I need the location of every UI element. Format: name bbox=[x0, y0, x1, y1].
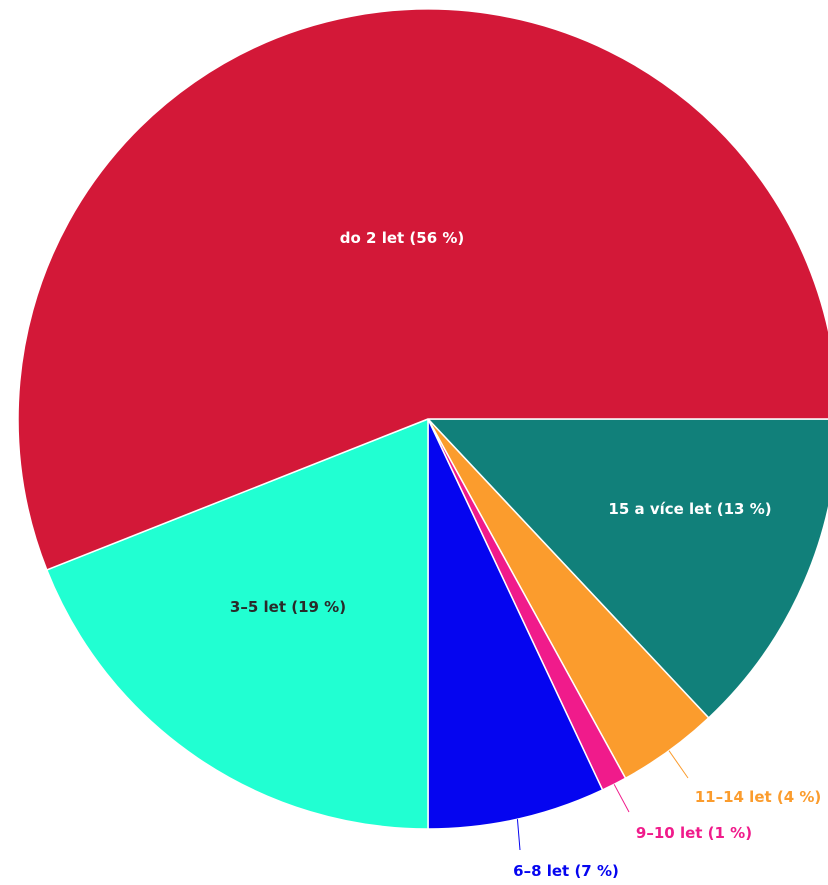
leader-line bbox=[668, 750, 689, 779]
pie-slice-label: 15 a více let (13 %) bbox=[608, 500, 771, 518]
pie-labels: 15 a více let (13 %) 11–14 let (4 %) 9–10 … bbox=[230, 229, 821, 880]
pie-slice-label: 9–10 let (1 %) bbox=[636, 824, 752, 842]
pie-slice-label: 11–14 let (4 %) bbox=[695, 788, 822, 806]
pie-leader-lines bbox=[516, 750, 689, 851]
pie-slice-label: do 2 let (56 %) bbox=[340, 229, 464, 247]
pie-slice bbox=[17, 8, 828, 571]
pie-slice bbox=[427, 418, 604, 830]
pie-slice-label: 3–5 let (19 %) bbox=[230, 598, 346, 616]
pie-slice bbox=[426, 418, 828, 719]
leader-line bbox=[516, 819, 521, 851]
leader-line bbox=[613, 784, 630, 813]
pie-slice bbox=[45, 417, 429, 830]
pie-slices bbox=[17, 8, 828, 830]
pie-slice-label: 6–8 let (7 %) bbox=[513, 862, 619, 880]
